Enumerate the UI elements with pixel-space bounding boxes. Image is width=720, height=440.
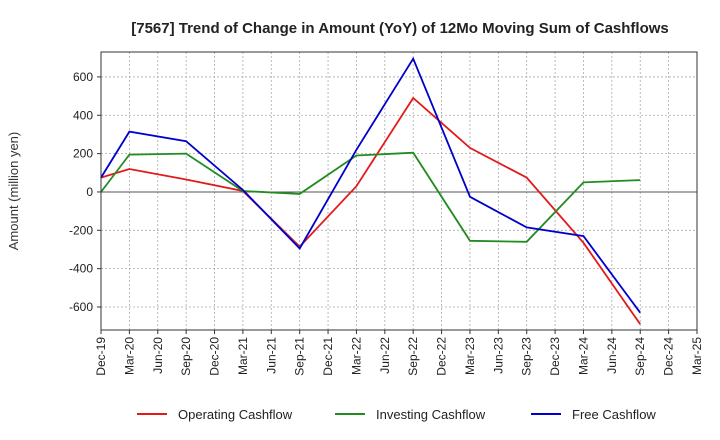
x-tick-label: Sep-21 [293,337,307,376]
series-line-investing-cashflow [100,151,641,243]
y-tick-label: -600 [69,300,93,314]
series-layer [100,56,641,325]
x-tick-label: Mar-24 [576,337,590,375]
y-tick-label: 0 [86,185,93,199]
x-tick-label: Jun-21 [264,337,278,374]
x-tick-label: Mar-21 [236,337,250,375]
y-tick-label: -200 [69,223,93,237]
x-tick-label: Dec-23 [548,337,562,376]
x-tick-label: Mar-22 [349,337,363,375]
x-tick-label: Sep-22 [406,337,420,376]
series-line-free-cashflow [100,56,641,314]
series-line-operating-cashflow [100,96,641,325]
x-tick-label: Mar-25 [690,337,704,375]
legend: Operating Cashflow Investing Cashflow Free… [137,407,656,422]
x-tick-label: Sep-24 [633,337,647,376]
x-tick-label: Jun-23 [491,337,505,374]
grid-layer [101,52,697,330]
legend-label-operating-cashflow: Operating Cashflow [178,407,293,422]
y-tick-label: 600 [73,70,93,84]
x-tick-label: Dec-24 [662,337,676,376]
y-axis-label: Amount (million yen) [6,132,21,251]
x-tick-label: Dec-22 [435,337,449,376]
y-tick-label: 400 [73,108,93,122]
y-tick-labels: -600 -400 -200 0 200 400 600 [69,70,101,314]
x-tick-label: Jun-24 [605,337,619,374]
x-tick-label: Sep-20 [179,337,193,376]
chart-title: [7567] Trend of Change in Amount (YoY) o… [131,20,669,37]
plot-frame [100,51,698,331]
x-tick-label: Dec-21 [321,337,335,376]
legend-label-investing-cashflow: Investing Cashflow [376,407,486,422]
legend-label-free-cashflow: Free Cashflow [572,407,656,422]
x-tick-label: Mar-23 [463,337,477,375]
x-tick-label: Mar-20 [122,337,136,375]
x-tick-label: Jun-20 [151,337,165,374]
x-tick-label: Dec-20 [208,337,222,376]
x-tick-labels: Dec-19 Mar-20 Jun-20 Sep-20 Dec-20 Mar-21 Jun-… [94,330,704,376]
y-tick-label: 200 [73,147,93,161]
y-tick-label: -400 [69,262,93,276]
x-tick-label: Jun-22 [378,337,392,374]
x-tick-label: Dec-19 [94,337,108,376]
x-tick-label: Sep-23 [520,337,534,376]
